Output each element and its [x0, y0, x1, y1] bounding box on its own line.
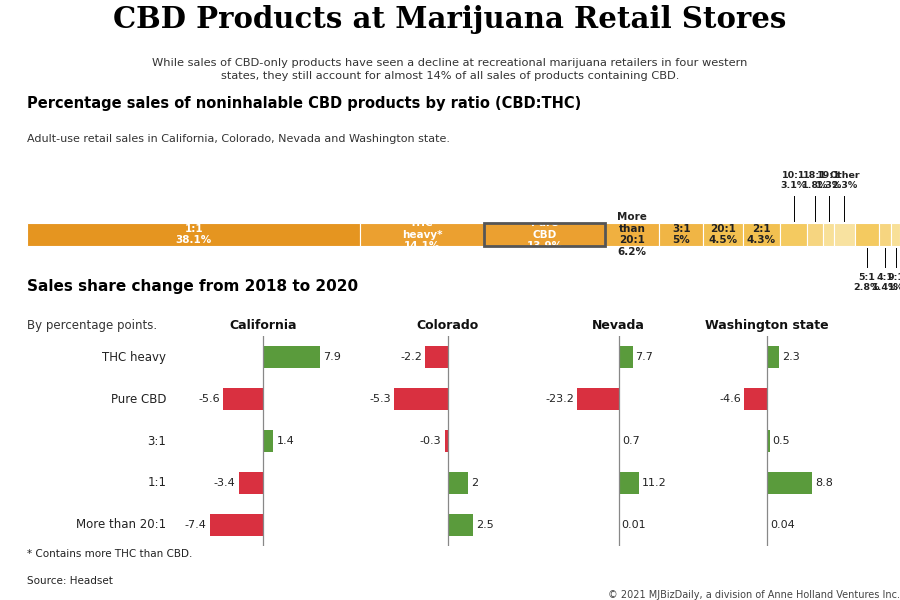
Bar	[263, 430, 274, 452]
Bar	[360, 223, 483, 246]
Text: More
than
20:1
6.2%: More than 20:1 6.2%	[617, 212, 647, 257]
Text: 19:1
1.3%: 19:1 1.3%	[815, 171, 842, 190]
Bar	[767, 472, 812, 494]
Bar	[742, 223, 780, 246]
Text: -0.3: -0.3	[420, 436, 442, 446]
Text: By percentage points.: By percentage points.	[27, 319, 158, 332]
Bar	[605, 223, 660, 246]
Text: 5:1
2.8%: 5:1 2.8%	[853, 273, 880, 292]
Text: © 2021 MJBizDaily, a division of Anne Holland Ventures Inc.: © 2021 MJBizDaily, a division of Anne Ho…	[608, 590, 900, 600]
Text: 9:1
1%: 9:1 1%	[887, 273, 900, 292]
Text: 2.3: 2.3	[782, 352, 799, 362]
Title: California: California	[230, 319, 297, 332]
Text: Sales share change from 2018 to 2020: Sales share change from 2018 to 2020	[27, 279, 358, 294]
Bar	[445, 430, 448, 452]
Text: 8.8: 8.8	[815, 478, 832, 488]
Bar	[448, 514, 473, 536]
Bar	[660, 223, 703, 246]
Bar	[483, 223, 605, 246]
Text: -5.6: -5.6	[198, 394, 220, 404]
Text: 2.5: 2.5	[476, 520, 494, 530]
Text: 18:1
1.8%: 18:1 1.8%	[802, 171, 828, 190]
Bar	[619, 472, 639, 494]
Text: 1.4: 1.4	[276, 436, 294, 446]
Text: 3:1: 3:1	[148, 434, 166, 448]
Text: Pure
CBD
13.9%: Pure CBD 13.9%	[526, 218, 562, 251]
Text: 7.7: 7.7	[635, 352, 653, 362]
Text: 0.5: 0.5	[772, 436, 790, 446]
Text: 10:1
3.1%: 10:1 3.1%	[780, 171, 806, 190]
Bar	[483, 223, 605, 246]
Bar	[448, 472, 468, 494]
Text: 20:1
4.5%: 20:1 4.5%	[708, 224, 737, 245]
Text: 11.2: 11.2	[642, 478, 666, 488]
Text: More than 20:1: More than 20:1	[76, 518, 166, 532]
Text: Percentage sales of noninhalable CBD products by ratio (CBD:THC): Percentage sales of noninhalable CBD pro…	[27, 96, 581, 111]
Title: Colorado: Colorado	[417, 319, 479, 332]
Text: Source: Headset: Source: Headset	[27, 576, 112, 586]
Bar	[211, 514, 263, 536]
Bar	[743, 388, 767, 410]
Title: Washington state: Washington state	[706, 319, 829, 332]
Bar	[767, 346, 779, 368]
Text: 1:1
38.1%: 1:1 38.1%	[176, 224, 211, 245]
Text: 0.01: 0.01	[621, 520, 646, 530]
Text: 3:1
5%: 3:1 5%	[672, 224, 690, 245]
Text: -7.4: -7.4	[184, 520, 207, 530]
Text: THC heavy: THC heavy	[103, 350, 166, 364]
Text: 2:1
4.3%: 2:1 4.3%	[747, 224, 776, 245]
Bar	[27, 223, 360, 246]
Bar	[780, 223, 807, 246]
Bar	[263, 346, 320, 368]
Bar	[577, 388, 619, 410]
Bar	[426, 346, 448, 368]
Text: -2.2: -2.2	[400, 352, 422, 362]
Text: -23.2: -23.2	[545, 394, 574, 404]
Text: 0.04: 0.04	[770, 520, 795, 530]
Bar	[854, 223, 879, 246]
Text: 0.7: 0.7	[623, 436, 640, 446]
Text: Pure CBD: Pure CBD	[111, 392, 166, 406]
Bar	[619, 430, 620, 452]
Text: THC
heavy*
14.1%: THC heavy* 14.1%	[401, 218, 442, 251]
Text: CBD Products at Marijuana Retail Stores: CBD Products at Marijuana Retail Stores	[113, 5, 787, 34]
Text: 1:1: 1:1	[148, 476, 166, 490]
Bar	[703, 223, 742, 246]
Text: 7.9: 7.9	[323, 352, 341, 362]
Title: Nevada: Nevada	[592, 319, 645, 332]
Bar	[619, 346, 633, 368]
Bar	[834, 223, 854, 246]
Bar	[823, 223, 834, 246]
Text: * Contains more THC than CBD.: * Contains more THC than CBD.	[27, 548, 193, 559]
Bar	[879, 223, 891, 246]
Text: Other
2.3%: Other 2.3%	[829, 171, 860, 190]
Bar	[807, 223, 823, 246]
Text: -3.4: -3.4	[213, 478, 236, 488]
Text: While sales of CBD-only products have seen a decline at recreational marijuana r: While sales of CBD-only products have se…	[152, 58, 748, 81]
Bar	[223, 388, 263, 410]
Text: 4:1
1.4%: 4:1 1.4%	[872, 273, 898, 292]
Text: Adult-use retail sales in California, Colorado, Nevada and Washington state.: Adult-use retail sales in California, Co…	[27, 134, 450, 144]
Bar	[238, 472, 263, 494]
Bar	[767, 430, 770, 452]
Text: -4.6: -4.6	[719, 394, 741, 404]
Text: -5.3: -5.3	[369, 394, 391, 404]
Bar	[394, 388, 448, 410]
Text: 2: 2	[472, 478, 479, 488]
Bar	[891, 223, 900, 246]
